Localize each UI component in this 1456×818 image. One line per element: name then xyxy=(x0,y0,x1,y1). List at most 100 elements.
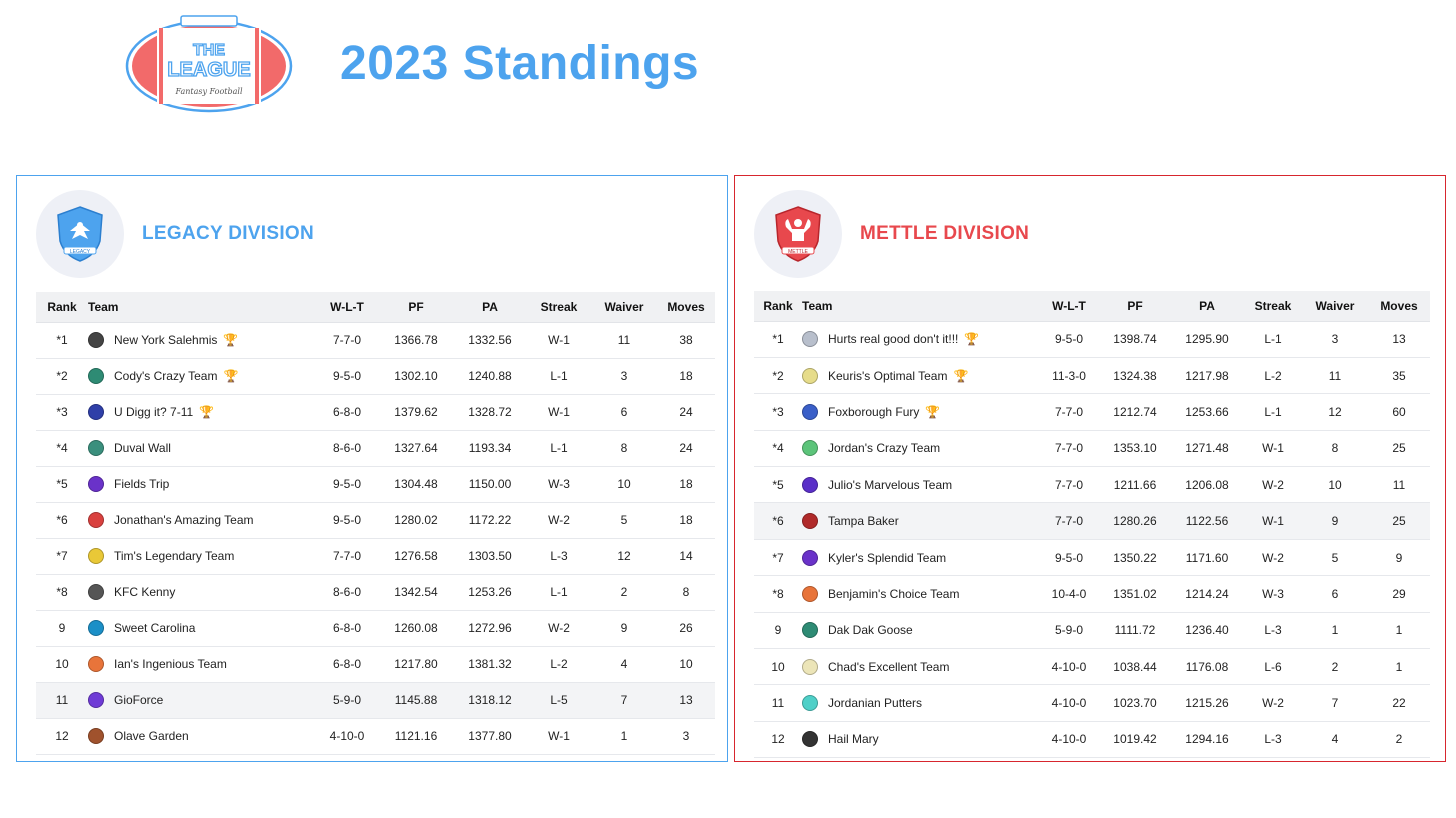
col-header-team[interactable]: Team xyxy=(802,291,1038,322)
cell-team[interactable]: Foxborough Fury 🏆 xyxy=(802,393,1038,431)
team-name[interactable]: Jonathan's Amazing Team xyxy=(114,513,254,527)
legacy-table-body: *1 New York Salehmis 🏆 7-7-0 1366.78 1332.56 W… xyxy=(36,322,715,755)
cell-team[interactable]: Julio's Marvelous Team xyxy=(802,466,1038,504)
table-row[interactable]: 12 Olave Garden 4-10-0 1121.16 1377.80 W-1 1 3 xyxy=(36,718,715,755)
team-name[interactable]: Jordan's Crazy Team xyxy=(828,441,941,456)
cell-pa: 1381.32 xyxy=(453,646,527,683)
team-name[interactable]: Kyler's Splendid Team xyxy=(828,550,947,565)
cell-team[interactable]: Duval Wall xyxy=(88,430,315,467)
table-row[interactable]: 9 Sweet Carolina 6-8-0 1260.08 1272.96 W-2 9 26 xyxy=(36,610,715,647)
team-name[interactable]: Fields Trip xyxy=(114,477,170,491)
col-header-waiver[interactable]: Waiver xyxy=(1302,291,1368,322)
team-name[interactable]: Tampa Baker xyxy=(828,514,899,529)
col-header-rank[interactable]: Rank xyxy=(36,292,88,323)
cell-streak: L-2 xyxy=(1244,357,1302,395)
table-row[interactable]: *7 Tim's Legendary Team 7-7-0 1276.58 1303.5… xyxy=(36,538,715,575)
team-name[interactable]: Benjamin's Choice Team xyxy=(828,586,960,601)
table-row[interactable]: *6 Tampa Baker 7-7-0 1280.26 1122.56 W-1 9 25 xyxy=(754,502,1430,540)
cell-pf: 1217.80 xyxy=(379,646,453,683)
cell-team[interactable]: Olave Garden xyxy=(88,718,315,755)
table-row[interactable]: *3 U Digg it? 7-11 🏆 6-8-0 1379.62 1328.72 W-1… xyxy=(36,394,715,431)
col-header-streak[interactable]: Streak xyxy=(527,292,591,323)
trophy-icon: 🏆 xyxy=(223,333,239,347)
col-header-wlt[interactable]: W-L-T xyxy=(1038,291,1100,322)
cell-waiver: 10 xyxy=(1302,466,1368,504)
cell-wlt: 7-7-0 xyxy=(315,322,379,359)
cell-team[interactable]: U Digg it? 7-11 🏆 xyxy=(88,394,315,431)
col-header-moves[interactable]: Moves xyxy=(657,292,715,323)
team-name[interactable]: Duval Wall xyxy=(114,441,171,455)
team-name[interactable]: Ian's Ingenious Team xyxy=(114,657,227,671)
table-row[interactable]: 10 Ian's Ingenious Team 6-8-0 1217.80 1381.3… xyxy=(36,646,715,683)
table-row[interactable]: 12 Hail Mary 4-10-0 1019.42 1294.16 L-3 4 2 xyxy=(754,721,1430,759)
table-row[interactable]: 10 Chad's Excellent Team 4-10-0 1038.44 1176… xyxy=(754,648,1430,686)
table-row[interactable]: *8 KFC Kenny 8-6-0 1342.54 1253.26 L-1 2 8 xyxy=(36,574,715,611)
cell-team[interactable]: Sweet Carolina xyxy=(88,610,315,647)
table-row[interactable]: *5 Fields Trip 9-5-0 1304.48 1150.00 W-3 10 18 xyxy=(36,466,715,503)
team-name[interactable]: Hurts real good don't it!!! xyxy=(828,332,959,347)
cell-team[interactable]: Kyler's Splendid Team xyxy=(802,539,1038,577)
col-header-wlt[interactable]: W-L-T xyxy=(315,292,379,323)
cell-team[interactable]: Jonathan's Amazing Team xyxy=(88,502,315,539)
col-header-pf[interactable]: PF xyxy=(379,292,453,323)
team-name[interactable]: New York Salehmis xyxy=(114,333,218,347)
cell-team[interactable]: New York Salehmis 🏆 xyxy=(88,322,315,359)
cell-waiver: 4 xyxy=(1302,721,1368,759)
team-name[interactable]: Tim's Legendary Team xyxy=(114,549,235,563)
team-name[interactable]: Jordanian Putters xyxy=(828,696,923,711)
team-name[interactable]: Chad's Excellent Team xyxy=(828,659,950,674)
table-row[interactable]: *2 Keuris's Optimal Team 🏆 11-3-0 1324.38 121… xyxy=(754,357,1430,395)
team-name[interactable]: Cody's Crazy Team xyxy=(114,369,218,383)
trophy-icon: 🏆 xyxy=(953,368,969,383)
table-row[interactable]: *7 Kyler's Splendid Team 9-5-0 1350.22 1171.… xyxy=(754,539,1430,577)
table-row[interactable]: *5 Julio's Marvelous Team 7-7-0 1211.66 1206… xyxy=(754,466,1430,504)
team-name[interactable]: Dak Dak Goose xyxy=(828,623,913,638)
cell-team[interactable]: Chad's Excellent Team xyxy=(802,648,1038,686)
cell-pa: 1253.26 xyxy=(453,574,527,611)
cell-team[interactable]: Keuris's Optimal Team 🏆 xyxy=(802,357,1038,395)
table-row[interactable]: *2 Cody's Crazy Team 🏆 9-5-0 1302.10 1240.88 L… xyxy=(36,358,715,395)
col-header-streak[interactable]: Streak xyxy=(1244,291,1302,322)
table-row[interactable]: *8 Benjamin's Choice Team 10-4-0 1351.02 121… xyxy=(754,575,1430,613)
team-name[interactable]: U Digg it? 7-11 xyxy=(114,405,194,419)
col-header-waiver[interactable]: Waiver xyxy=(591,292,657,323)
team-name[interactable]: Olave Garden xyxy=(114,729,189,743)
team-name[interactable]: Keuris's Optimal Team xyxy=(828,368,948,383)
cell-team[interactable]: Cody's Crazy Team 🏆 xyxy=(88,358,315,395)
table-row[interactable]: 11 Jordanian Putters 4-10-0 1023.70 1215.26 W… xyxy=(754,684,1430,722)
cell-wlt: 5-9-0 xyxy=(1038,612,1100,650)
cell-team[interactable]: Ian's Ingenious Team xyxy=(88,646,315,683)
col-header-moves[interactable]: Moves xyxy=(1368,291,1430,322)
cell-team[interactable]: Benjamin's Choice Team xyxy=(802,575,1038,613)
cell-streak: L-1 xyxy=(1244,393,1302,431)
cell-team[interactable]: Fields Trip xyxy=(88,466,315,503)
team-name[interactable]: Foxborough Fury xyxy=(828,404,920,419)
table-row[interactable]: *4 Jordan's Crazy Team 7-7-0 1353.10 1271.48… xyxy=(754,430,1430,468)
table-row[interactable]: *6 Jonathan's Amazing Team 9-5-0 1280.02 117… xyxy=(36,502,715,539)
team-name[interactable]: GioForce xyxy=(114,693,164,707)
cell-team[interactable]: Jordan's Crazy Team xyxy=(802,430,1038,468)
team-name[interactable]: Hail Mary xyxy=(828,732,879,747)
table-row[interactable]: *1 New York Salehmis 🏆 7-7-0 1366.78 1332.56 W… xyxy=(36,322,715,359)
team-name[interactable]: Julio's Marvelous Team xyxy=(828,477,953,492)
cell-team[interactable]: GioForce xyxy=(88,682,315,719)
cell-team[interactable]: Tim's Legendary Team xyxy=(88,538,315,575)
table-row[interactable]: *4 Duval Wall 8-6-0 1327.64 1193.34 L-1 8 24 xyxy=(36,430,715,467)
cell-team[interactable]: Hurts real good don't it!!! 🏆 xyxy=(802,321,1038,358)
table-row[interactable]: 9 Dak Dak Goose 5-9-0 1111.72 1236.40 L-3 1 1 xyxy=(754,612,1430,650)
table-row[interactable]: *1 Hurts real good don't it!!! 🏆 9-5-0 1398.… xyxy=(754,321,1430,358)
cell-team[interactable]: Tampa Baker xyxy=(802,502,1038,540)
col-header-pa[interactable]: PA xyxy=(1170,291,1244,322)
team-name[interactable]: KFC Kenny xyxy=(114,585,176,599)
table-row[interactable]: *3 Foxborough Fury 🏆 7-7-0 1212.74 1253.66 L-1… xyxy=(754,393,1430,431)
col-header-team[interactable]: Team xyxy=(88,292,315,323)
cell-team[interactable]: Dak Dak Goose xyxy=(802,612,1038,650)
col-header-rank[interactable]: Rank xyxy=(754,291,802,322)
table-row[interactable]: 11 GioForce 5-9-0 1145.88 1318.12 L-5 7 13 xyxy=(36,682,715,719)
col-header-pa[interactable]: PA xyxy=(453,292,527,323)
col-header-pf[interactable]: PF xyxy=(1100,291,1170,322)
cell-team[interactable]: Hail Mary xyxy=(802,721,1038,759)
cell-team[interactable]: Jordanian Putters xyxy=(802,684,1038,722)
team-name[interactable]: Sweet Carolina xyxy=(114,621,196,635)
cell-team[interactable]: KFC Kenny xyxy=(88,574,315,611)
